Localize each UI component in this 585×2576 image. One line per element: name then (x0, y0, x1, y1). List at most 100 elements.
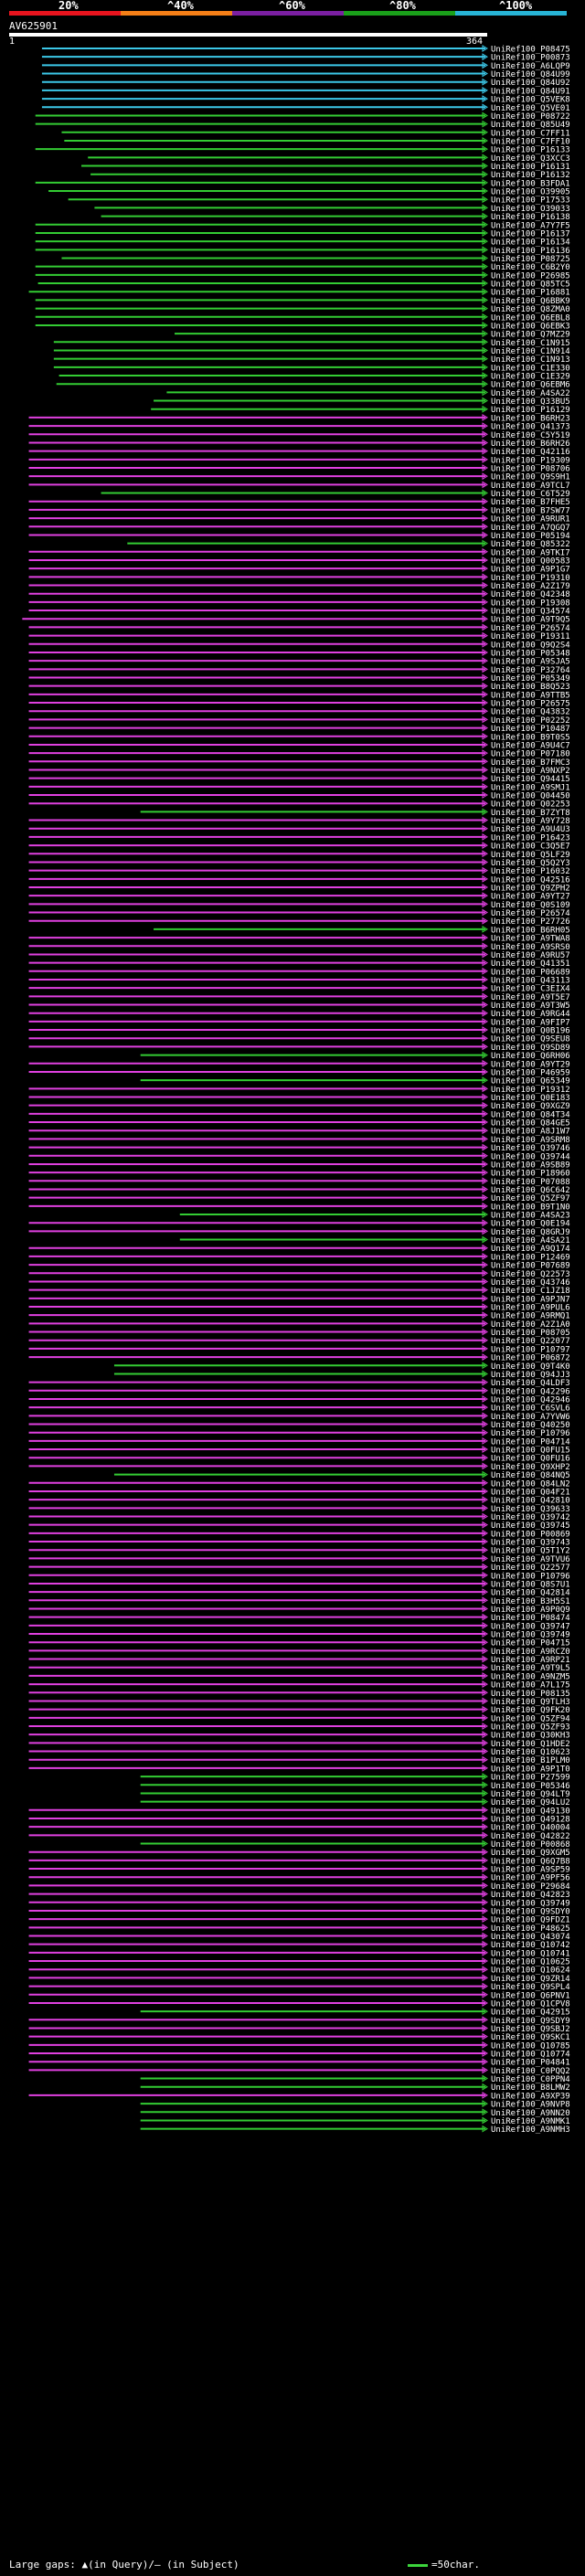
hit-label[interactable]: UniRef100_P18960 (491, 1170, 570, 1179)
hit-label[interactable]: UniRef100_A9NVP8 (491, 2101, 570, 2110)
hit-label[interactable]: UniRef100_C1JZ18 (491, 1287, 570, 1296)
hit-label[interactable]: UniRef100_Q9XHP2 (491, 1463, 570, 1472)
hit-label[interactable]: UniRef100_P26574 (491, 624, 570, 633)
hit-label[interactable]: UniRef100_A9NMK1 (491, 2117, 570, 2126)
hit-label[interactable]: UniRef100_A9SRS0 (491, 943, 570, 952)
hit-label[interactable]: UniRef100_A8J1W7 (491, 1128, 570, 1137)
hit-label[interactable]: UniRef100_Q41373 (491, 423, 570, 432)
hit-label[interactable]: UniRef100_Q84NQ5 (491, 1471, 570, 1480)
hit-label[interactable]: UniRef100_A9YT27 (491, 893, 570, 902)
hit-label[interactable]: UniRef100_Q8GRJ9 (491, 1228, 570, 1237)
hit-label[interactable]: UniRef100_P16136 (491, 247, 570, 256)
hit-label[interactable]: UniRef100_Q9FDZ1 (491, 1916, 570, 1925)
hit-label[interactable]: UniRef100_Q42348 (491, 590, 570, 599)
hit-label[interactable]: UniRef100_Q43074 (491, 1933, 570, 1942)
hit-label[interactable]: UniRef100_A9RCZ0 (491, 1648, 570, 1657)
hit-label[interactable]: UniRef100_A9P0Q9 (491, 1606, 570, 1615)
hit-label[interactable]: UniRef100_P27726 (491, 917, 570, 927)
hit-label[interactable]: UniRef100_A9T3W5 (491, 1002, 570, 1011)
hit-label[interactable]: UniRef100_A9TWA8 (491, 935, 570, 944)
hit-label[interactable]: UniRef100_P00873 (491, 54, 570, 63)
hit-label[interactable]: UniRef100_A4SA23 (491, 1212, 570, 1221)
hit-label[interactable]: UniRef100_Q9ZPH2 (491, 885, 570, 894)
hit-label[interactable]: UniRef100_B3FDA1 (491, 179, 570, 188)
hit-label[interactable]: UniRef100_A9PF56 (491, 1874, 570, 1883)
hit-label[interactable]: UniRef100_Q94415 (491, 775, 570, 784)
hit-label[interactable]: UniRef100_C1N914 (491, 347, 570, 356)
hit-label[interactable]: UniRef100_Q94LU2 (491, 1798, 570, 1807)
hit-label[interactable]: UniRef100_A9NXP2 (491, 767, 570, 776)
hit-label[interactable]: UniRef100_Q6RH06 (491, 1052, 570, 1061)
hit-label[interactable]: UniRef100_Q5VE01 (491, 104, 570, 113)
hit-label[interactable]: UniRef100_P32764 (491, 666, 570, 675)
hit-label[interactable]: UniRef100_P00869 (491, 1530, 570, 1539)
hit-label[interactable]: UniRef100_P16131 (491, 163, 570, 172)
hit-label[interactable]: UniRef100_Q4LDF3 (491, 1379, 570, 1388)
hit-label[interactable]: UniRef100_A9SMJ1 (491, 783, 570, 792)
hit-label[interactable]: UniRef100_Q22077 (491, 1337, 570, 1346)
hit-label[interactable]: UniRef100_A9RP21 (491, 1656, 570, 1665)
hit-label[interactable]: UniRef100_Q5T1Y2 (491, 1547, 570, 1556)
hit-label[interactable]: UniRef100_A9TKI7 (491, 548, 570, 557)
hit-label[interactable]: UniRef100_A7Y7F5 (491, 221, 570, 230)
hit-label[interactable]: UniRef100_B3H5S1 (491, 1597, 570, 1606)
hit-label[interactable]: UniRef100_Q5ZF94 (491, 1714, 570, 1723)
hit-label[interactable]: UniRef100_P26575 (491, 700, 570, 709)
hit-label[interactable]: UniRef100_Q9XGZ9 (491, 1102, 570, 1111)
hit-label[interactable]: UniRef100_Q43832 (491, 708, 570, 717)
hit-label[interactable]: UniRef100_Q42814 (491, 1589, 570, 1598)
hit-label[interactable]: UniRef100_P19310 (491, 574, 570, 583)
hit-label[interactable]: UniRef100_A9RMQ1 (491, 1312, 570, 1321)
hit-label[interactable]: UniRef100_Q9SD89 (491, 1044, 570, 1053)
hit-label[interactable]: UniRef100_P19309 (491, 456, 570, 465)
hit-label[interactable]: UniRef100_Q8ZMA0 (491, 305, 570, 314)
hit-label[interactable]: UniRef100_Q85TC5 (491, 281, 570, 290)
hit-label[interactable]: UniRef100_A9YT29 (491, 1060, 570, 1069)
hit-label[interactable]: UniRef100_Q10741 (491, 1949, 570, 1958)
hit-label[interactable]: UniRef100_P06872 (491, 1354, 570, 1363)
hit-label[interactable]: UniRef100_Q6BBK9 (491, 297, 570, 306)
hit-label[interactable]: UniRef100_A9RU57 (491, 951, 570, 960)
hit-label[interactable]: UniRef100_Q1CPV8 (491, 1999, 570, 2009)
hit-label[interactable]: UniRef100_C6SVL6 (491, 1405, 570, 1414)
hit-label[interactable]: UniRef100_Q42946 (491, 1395, 570, 1405)
hit-label[interactable]: UniRef100_Q9FK20 (491, 1706, 570, 1715)
hit-label[interactable]: UniRef100_Q5ZF97 (491, 1194, 570, 1203)
hit-label[interactable]: UniRef100_Q49128 (491, 1815, 570, 1824)
hit-label[interactable]: UniRef100_A6LQP9 (491, 62, 570, 71)
hit-label[interactable]: UniRef100_P19308 (491, 599, 570, 608)
hit-label[interactable]: UniRef100_Q39746 (491, 1144, 570, 1153)
hit-label[interactable]: UniRef100_B1PLM0 (491, 1756, 570, 1765)
hit-label[interactable]: UniRef100_A9Y728 (491, 817, 570, 826)
hit-label[interactable]: UniRef100_A9PJN7 (491, 1295, 570, 1304)
hit-label[interactable]: UniRef100_C6B2Y0 (491, 263, 570, 272)
hit-label[interactable]: UniRef100_P16881 (491, 289, 570, 298)
hit-label[interactable]: UniRef100_A9P1T0 (491, 1765, 570, 1774)
hit-label[interactable]: UniRef100_P16133 (491, 146, 570, 155)
hit-label[interactable]: UniRef100_Q6EBK3 (491, 322, 570, 331)
hit-label[interactable]: UniRef100_A7QGQ7 (491, 524, 570, 533)
hit-label[interactable]: UniRef100_P16032 (491, 867, 570, 876)
hit-label[interactable]: UniRef100_Q84GE5 (491, 1119, 570, 1129)
hit-label[interactable]: UniRef100_B8LMW2 (491, 2083, 570, 2093)
hit-label[interactable]: UniRef100_Q9SDY9 (491, 2017, 570, 2026)
hit-label[interactable]: UniRef100_P05348 (491, 649, 570, 658)
hit-label[interactable]: UniRef100_C1E330 (491, 364, 570, 373)
hit-label[interactable]: UniRef100_P05349 (491, 674, 570, 684)
hit-label[interactable]: UniRef100_Q42296 (491, 1387, 570, 1396)
hit-label[interactable]: UniRef100_P02252 (491, 716, 570, 726)
hit-label[interactable]: UniRef100_Q9TLH3 (491, 1698, 570, 1707)
hit-label[interactable]: UniRef100_Q04450 (491, 792, 570, 801)
hit-label[interactable]: UniRef100_P16132 (491, 171, 570, 180)
hit-label[interactable]: UniRef100_Q65349 (491, 1077, 570, 1087)
hit-label[interactable]: UniRef100_Q9Q2S4 (491, 641, 570, 650)
hit-label[interactable]: UniRef100_P12469 (491, 1253, 570, 1262)
hit-label[interactable]: UniRef100_Q40004 (491, 1824, 570, 1833)
hit-label[interactable]: UniRef100_Q41351 (491, 959, 570, 969)
hit-label[interactable]: UniRef100_C5Y519 (491, 431, 570, 440)
hit-label[interactable]: UniRef100_Q9S9H1 (491, 473, 570, 482)
hit-label[interactable]: UniRef100_Q9XGM5 (491, 1849, 570, 1858)
hit-label[interactable]: UniRef100_A9T9L5 (491, 1664, 570, 1673)
hit-label[interactable]: UniRef100_Q42810 (491, 1497, 570, 1506)
hit-label[interactable]: UniRef100_Q42822 (491, 1832, 570, 1841)
